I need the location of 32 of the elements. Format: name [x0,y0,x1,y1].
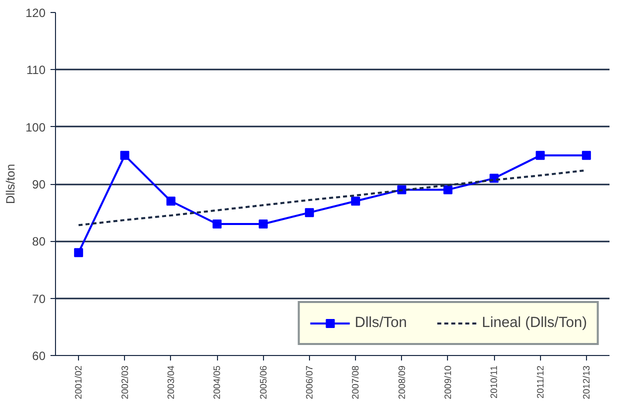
y-tick-label: 110 [26,63,46,78]
legend-label: Lineal (Dlls/Ton) [482,315,587,331]
point [536,150,545,160]
legend-label: Dlls/Ton [354,315,407,331]
point [74,248,84,258]
x-tick-label: 2010/11 [489,365,500,399]
y-tick-label: 60 [32,349,46,363]
x-tick-label: 2005/06 [258,365,268,400]
y-axis-title: Dlls/ton [3,164,18,204]
x-tick-label: 2004/05 [212,365,222,400]
point [166,196,176,206]
point [304,208,314,218]
x-tick-label: 2003/04 [166,365,176,400]
x-tick-label: 2011/12 [535,365,546,399]
y-tick-label: 80 [32,234,46,249]
point [212,220,222,229]
x-tick-label: 2009/10 [442,365,453,400]
point [443,185,452,194]
point [120,150,130,160]
x-tick-label: 2007/08 [350,365,361,400]
x-tick-label: 2006/07 [304,365,314,400]
y-tick-label: 100 [25,120,46,134]
x-tick-label: 2012/13 [581,365,592,400]
x-tick-label: 2001/02 [74,365,84,400]
point [351,196,360,206]
y-tick-label: 90 [32,178,46,192]
y-tick-label: 120 [25,6,46,20]
x-tick-label: 2008/09 [396,365,407,400]
y-tick-label: 70 [32,292,46,306]
point [258,220,268,229]
point [582,150,591,160]
x-tick-label: 2002/03 [120,365,130,400]
